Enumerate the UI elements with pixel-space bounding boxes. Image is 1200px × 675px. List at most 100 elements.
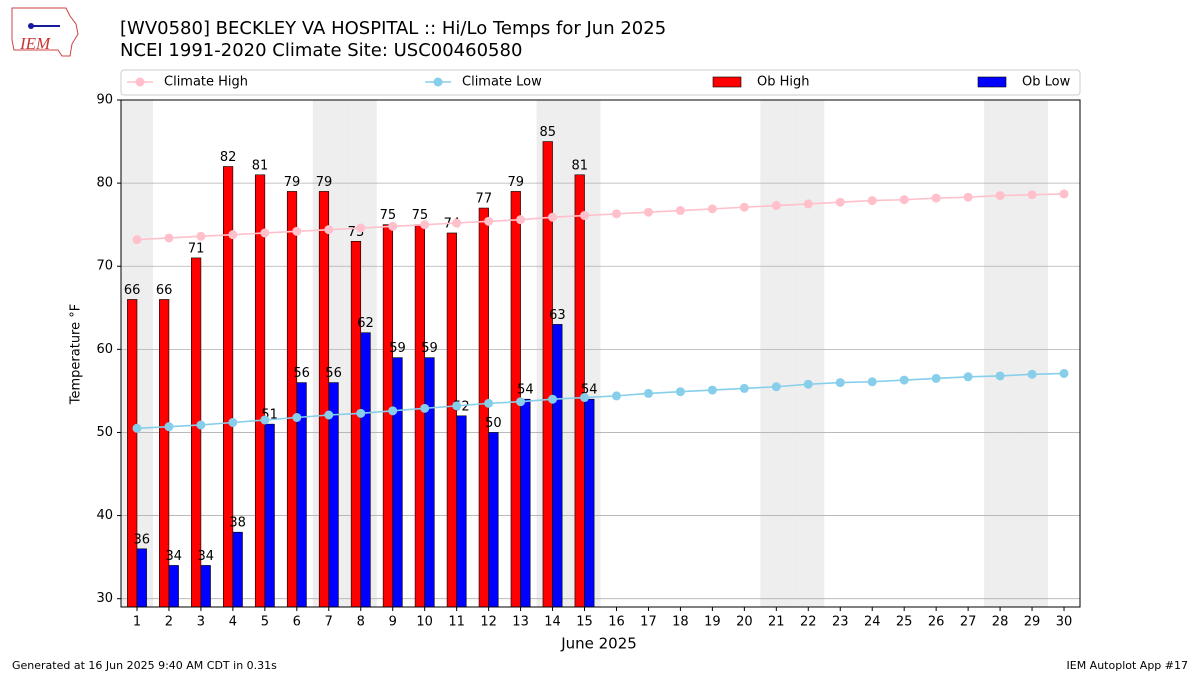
marker: [196, 231, 206, 241]
marker: [420, 220, 430, 230]
x-tick-label: 29: [1024, 615, 1041, 630]
marker: [420, 403, 430, 413]
x-tick-label: 9: [389, 615, 397, 630]
marker: [771, 201, 781, 211]
value-label: 71: [188, 241, 205, 256]
marker: [707, 385, 717, 395]
y-tick-label: 50: [96, 425, 113, 440]
legend-label: Ob Low: [1022, 75, 1071, 90]
footer-right: IEM Autoplot App #17: [1067, 659, 1189, 672]
marker: [548, 212, 558, 222]
marker: [228, 417, 238, 427]
x-axis-label: June 2025: [560, 635, 637, 653]
marker: [643, 388, 653, 398]
x-tick-label: 30: [1056, 615, 1073, 630]
bar: [552, 324, 563, 608]
weekend-band: [760, 100, 793, 607]
bar: [286, 191, 298, 608]
x-tick-label: 7: [325, 615, 333, 630]
marker: [388, 406, 398, 416]
weekend-band: [792, 100, 825, 607]
x-tick-label: 26: [928, 615, 945, 630]
value-label: 66: [124, 283, 141, 298]
marker: [580, 211, 590, 221]
bar: [127, 299, 138, 608]
x-tick-label: 15: [576, 615, 593, 630]
x-tick-label: 11: [448, 615, 465, 630]
bar: [168, 565, 179, 608]
marker: [611, 209, 621, 219]
marker: [164, 233, 174, 243]
y-tick-label: 30: [96, 591, 113, 606]
x-tick-label: 16: [608, 615, 625, 630]
marker: [995, 371, 1005, 381]
x-tick-label: 14: [544, 615, 561, 630]
marker: [132, 235, 142, 245]
value-label: 66: [156, 283, 173, 298]
bar: [488, 432, 499, 608]
marker: [324, 410, 334, 420]
marker: [931, 193, 941, 203]
footer-left: Generated at 16 Jun 2025 9:40 AM CDT in …: [12, 659, 277, 672]
value-label: 77: [476, 192, 493, 207]
bar: [200, 565, 211, 608]
marker: [356, 408, 366, 418]
value-label: 36: [134, 532, 151, 547]
marker: [771, 382, 781, 392]
chart-title: [WV0580] BECKLEY VA HOSPITAL :: Hi/Lo Te…: [120, 18, 666, 39]
bar: [520, 398, 531, 608]
value-label: 56: [293, 366, 310, 381]
marker: [835, 197, 845, 207]
marker: [675, 206, 685, 216]
marker: [1027, 190, 1037, 200]
marker: [260, 228, 270, 238]
legend-swatch: [712, 76, 742, 88]
value-label: 50: [485, 416, 502, 431]
legend-swatch: [977, 76, 1007, 88]
marker: [228, 230, 238, 240]
x-tick-label: 12: [480, 615, 497, 630]
x-tick-label: 5: [261, 615, 269, 630]
bar: [350, 240, 362, 608]
value-label: 34: [165, 549, 182, 564]
marker: [292, 412, 302, 422]
logo-outline: [11, 7, 79, 57]
value-label: 81: [571, 158, 588, 173]
marker: [388, 221, 398, 231]
marker: [739, 202, 749, 212]
marker: [484, 216, 494, 226]
legend-label: Ob High: [757, 75, 810, 90]
line: [136, 193, 1065, 241]
marker: [899, 375, 909, 385]
marker: [324, 225, 334, 235]
logo-dot: [28, 23, 34, 29]
marker: [803, 199, 813, 209]
marker: [963, 192, 973, 202]
marker: [611, 391, 621, 401]
legend-box: [120, 69, 1081, 96]
x-tick-label: 17: [640, 615, 657, 630]
x-tick-label: 6: [293, 615, 301, 630]
value-label: 59: [389, 341, 406, 356]
x-tick-label: 19: [704, 615, 721, 630]
weekend-band: [1016, 100, 1049, 607]
legend-label: Climate Low: [462, 75, 542, 90]
value-label: 79: [316, 175, 333, 190]
marker: [995, 191, 1005, 201]
y-tick-label: 60: [96, 342, 113, 357]
bar: [584, 398, 595, 608]
marker: [196, 420, 206, 430]
marker: [516, 397, 526, 407]
value-label: 54: [517, 383, 534, 398]
value-label: 75: [380, 208, 397, 223]
y-tick-label: 40: [96, 508, 113, 523]
marker: [452, 401, 462, 411]
bar: [414, 224, 425, 608]
marker: [164, 422, 174, 432]
bar: [446, 232, 457, 608]
marker: [1059, 189, 1069, 199]
y-tick-label: 70: [96, 259, 113, 274]
bar: [360, 332, 371, 608]
value-label: 82: [220, 150, 237, 165]
